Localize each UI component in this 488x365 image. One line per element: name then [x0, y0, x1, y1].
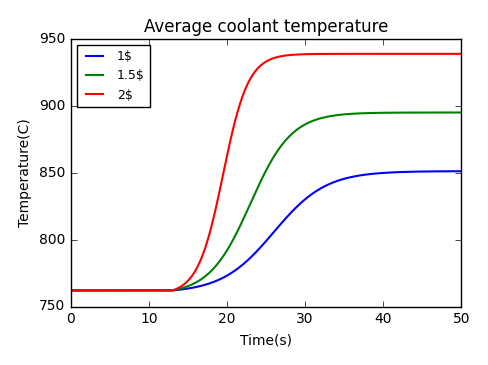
1.5$: [375, 111, 381, 115]
1.5$: [247, 201, 253, 206]
1$: [458, 169, 464, 173]
1$: [247, 255, 253, 260]
2$: [247, 77, 253, 81]
Line: 2$: 2$: [71, 54, 461, 291]
2$: [258, 63, 264, 68]
Y-axis label: Temperature(C): Temperature(C): [18, 118, 32, 227]
1$: [447, 169, 453, 173]
Legend: 1$, 1.5$, 2$: 1$, 1.5$, 2$: [77, 45, 150, 107]
1$: [447, 169, 453, 173]
1$: [258, 245, 264, 249]
1.5$: [258, 179, 264, 184]
1.5$: [458, 110, 464, 115]
1$: [68, 288, 74, 293]
2$: [447, 52, 453, 56]
1.5$: [447, 110, 453, 115]
1.5$: [88, 288, 94, 293]
2$: [375, 52, 381, 56]
2$: [88, 288, 94, 293]
1.5$: [68, 288, 74, 293]
2$: [68, 288, 74, 293]
Title: Average coolant temperature: Average coolant temperature: [144, 18, 388, 36]
Line: 1.5$: 1.5$: [71, 112, 461, 291]
1$: [375, 171, 381, 176]
Line: 1$: 1$: [71, 171, 461, 291]
1$: [88, 288, 94, 293]
2$: [458, 52, 464, 56]
2$: [447, 52, 453, 56]
1.5$: [447, 110, 453, 115]
X-axis label: Time(s): Time(s): [240, 333, 292, 347]
